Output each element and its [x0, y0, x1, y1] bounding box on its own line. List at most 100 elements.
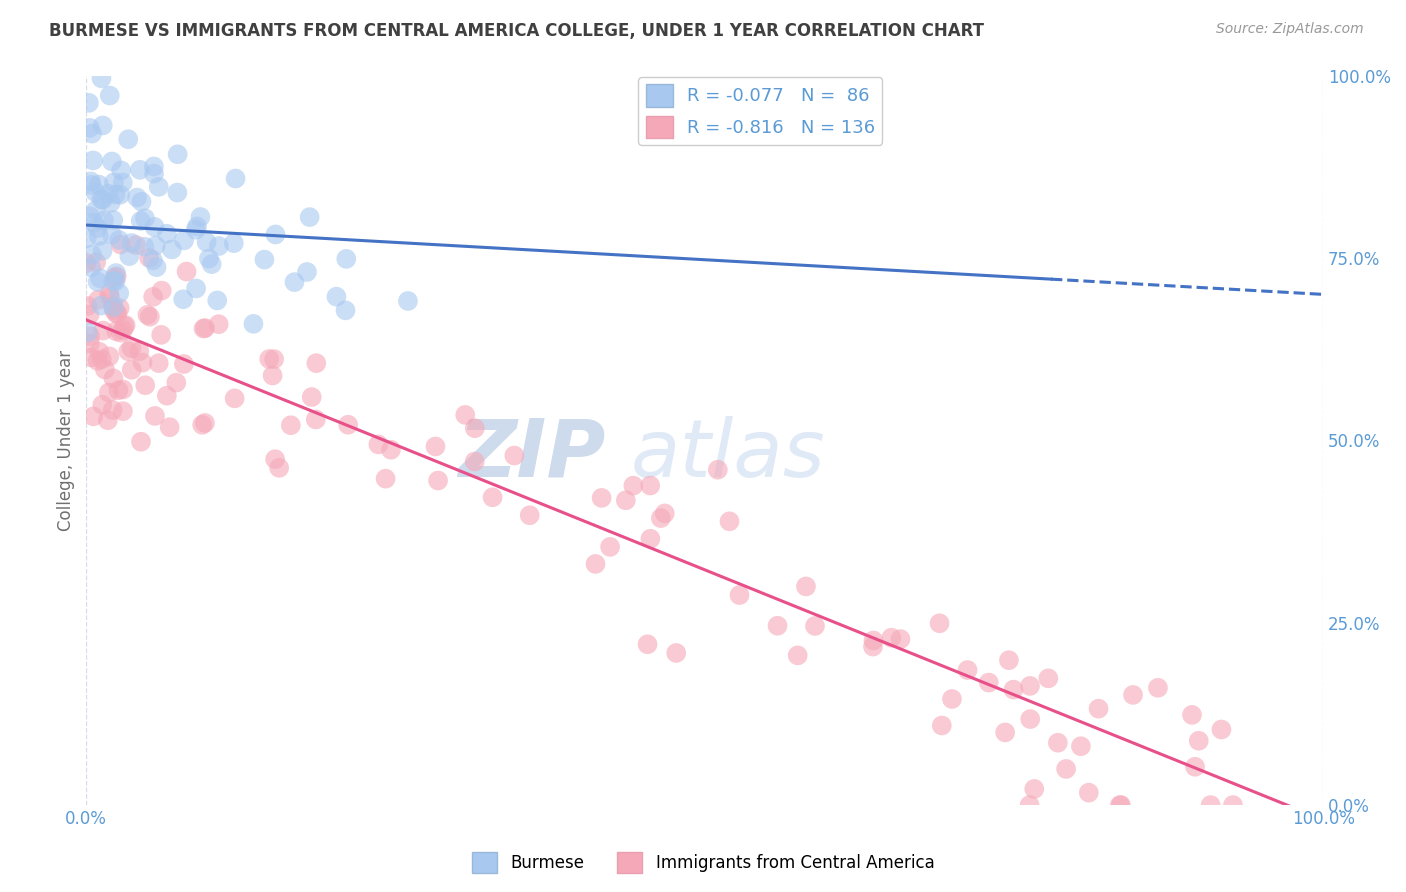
Point: [201, 257, 224, 271]
Point: [464, 421, 486, 435]
Point: [121, 363, 143, 377]
Point: [79, 329, 101, 343]
Point: [301, 390, 323, 404]
Point: [1188, 733, 1211, 747]
Point: [637, 637, 659, 651]
Point: [142, 160, 165, 174]
Point: [101, 154, 124, 169]
Point: [396, 293, 419, 308]
Point: [118, 249, 141, 263]
Point: [150, 327, 173, 342]
Point: [131, 355, 153, 369]
Point: [103, 175, 125, 189]
Point: [148, 179, 170, 194]
Point: [931, 718, 953, 732]
Point: [90, 352, 112, 367]
Point: [104, 270, 127, 285]
Point: [105, 324, 128, 338]
Point: [956, 663, 979, 677]
Point: [134, 211, 156, 226]
Point: [305, 412, 328, 426]
Point: [222, 236, 245, 251]
Point: [1054, 762, 1077, 776]
Point: [76, 326, 98, 340]
Point: [89, 344, 111, 359]
Point: [269, 460, 291, 475]
Point: [425, 440, 447, 454]
Point: [143, 219, 166, 234]
Point: [172, 292, 194, 306]
Point: [804, 619, 827, 633]
Point: [257, 351, 280, 366]
Point: [195, 235, 218, 249]
Point: [786, 648, 808, 663]
Point: [98, 290, 121, 304]
Point: [621, 478, 644, 492]
Point: [599, 540, 621, 554]
Point: [114, 319, 136, 334]
Point: [104, 187, 127, 202]
Point: [253, 252, 276, 267]
Point: [165, 376, 187, 390]
Point: [94, 362, 117, 376]
Point: [1199, 798, 1222, 813]
Point: [1038, 671, 1060, 685]
Point: [103, 371, 125, 385]
Point: [93, 213, 115, 227]
Text: ZIP: ZIP: [458, 416, 606, 494]
Point: [638, 478, 661, 492]
Point: [76, 231, 98, 245]
Point: [128, 344, 150, 359]
Point: [79, 209, 101, 223]
Point: [1211, 723, 1233, 737]
Point: [90, 71, 112, 86]
Point: [193, 321, 215, 335]
Point: [585, 557, 607, 571]
Point: [176, 264, 198, 278]
Point: [100, 195, 122, 210]
Point: [640, 532, 662, 546]
Point: [1018, 798, 1040, 813]
Point: [880, 631, 903, 645]
Point: [998, 653, 1021, 667]
Point: [107, 383, 129, 397]
Point: [994, 725, 1017, 739]
Point: [84, 186, 107, 200]
Point: [103, 300, 125, 314]
Point: [295, 265, 318, 279]
Point: [280, 418, 302, 433]
Point: [108, 233, 131, 247]
Point: [862, 633, 884, 648]
Text: atlas: atlas: [630, 416, 825, 494]
Point: [1108, 798, 1130, 813]
Point: [464, 454, 486, 468]
Point: [977, 675, 1000, 690]
Point: [75, 256, 97, 270]
Point: [80, 127, 103, 141]
Point: [103, 213, 125, 227]
Point: [1070, 739, 1092, 754]
Point: [367, 437, 389, 451]
Point: [98, 88, 121, 103]
Point: [194, 416, 217, 430]
Point: [108, 187, 131, 202]
Point: [1181, 707, 1204, 722]
Point: [335, 303, 357, 318]
Point: [84, 203, 107, 218]
Point: [101, 403, 124, 417]
Point: [76, 299, 98, 313]
Point: [142, 290, 165, 304]
Point: [156, 227, 179, 241]
Point: [614, 493, 637, 508]
Point: [928, 616, 950, 631]
Point: [263, 352, 285, 367]
Point: [305, 356, 328, 370]
Point: [129, 214, 152, 228]
Point: [111, 404, 134, 418]
Point: [1019, 712, 1042, 726]
Point: [145, 238, 167, 252]
Point: [298, 210, 321, 224]
Point: [97, 186, 120, 201]
Point: [80, 260, 103, 275]
Point: [148, 356, 170, 370]
